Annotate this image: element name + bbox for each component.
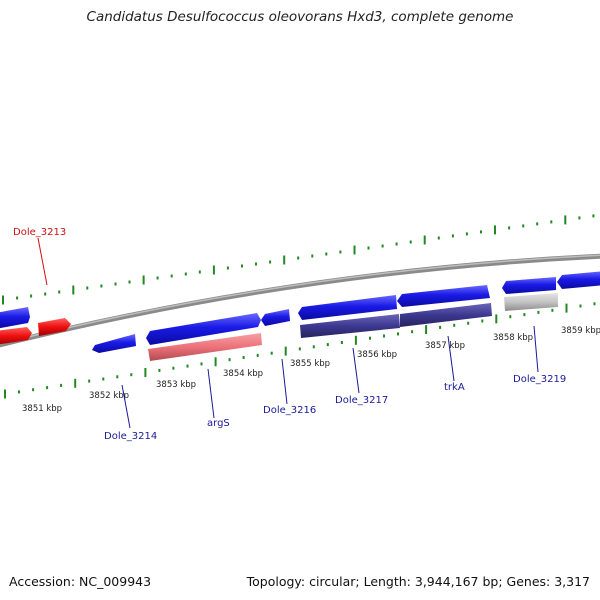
scale-label: 3858 kbp <box>493 333 533 343</box>
scale-label: 3851 kbp <box>22 404 62 414</box>
genome-summary-text: Topology: circular; Length: 3,944,167 bp… <box>246 574 590 589</box>
gene-arrow-blue-left[interactable] <box>92 334 136 353</box>
scale-labels: 3851 kbp 3852 kbp 3853 kbp 3854 kbp 3855 kbp… <box>22 326 600 414</box>
gene-label-dole-3213[interactable]: Dole_3213 <box>13 227 66 238</box>
forward-strand-genes <box>0 271 600 353</box>
gene-arrow-blue-3217[interactable] <box>298 295 397 320</box>
gene-label-dole-3217[interactable]: Dole_3217 <box>335 395 388 406</box>
gene-labels: Dole_3213 Dole_3214 argS Dole_3216 Dole_… <box>13 227 566 442</box>
gene-arrow-blue-right-edge[interactable] <box>557 271 600 289</box>
scale-label: 3859 kbp <box>561 326 600 336</box>
gene-arrow-left-edge[interactable] <box>0 307 30 329</box>
reverse-strand-genes <box>148 293 558 361</box>
genome-backbone-highlight <box>0 254 600 345</box>
gene-arrow-blue-short[interactable] <box>261 309 290 326</box>
leader-dole-3216 <box>281 358 288 405</box>
leader-args <box>207 368 215 419</box>
scale-label: 3854 kbp <box>223 369 263 379</box>
gene-label-trka[interactable]: trkA <box>444 382 465 393</box>
gene-arrow-blue-long[interactable] <box>146 313 261 345</box>
upper-scale-ticks <box>2 214 595 305</box>
gene-block-dole-3219[interactable] <box>504 293 558 311</box>
gene-label-dole-3214[interactable]: Dole_3214 <box>104 431 157 442</box>
gene-leader-lines <box>37 237 539 429</box>
leader-trka <box>447 335 455 382</box>
gene-arrow-blue-3219[interactable] <box>502 277 556 294</box>
gene-label-dole-3216[interactable]: Dole_3216 <box>263 405 316 416</box>
leader-dole-3214 <box>121 384 131 429</box>
scale-label: 3856 kbp <box>357 350 397 360</box>
scale-label: 3855 kbp <box>290 359 330 369</box>
scale-label: 3857 kbp <box>425 341 465 351</box>
gene-block-dole-3217[interactable] <box>300 314 400 338</box>
genome-backbone <box>0 253 600 348</box>
gene-arrow-blue-trka[interactable] <box>397 285 490 307</box>
gene-arrow-red-small[interactable] <box>38 318 71 336</box>
gene-arrow-dole-3213[interactable] <box>0 327 32 345</box>
leader-dole-3217 <box>352 347 360 394</box>
genome-title: Candidatus Desulfococcus oleovorans Hxd3… <box>86 9 514 25</box>
scale-label: 3852 kbp <box>89 391 129 401</box>
lower-scale-ticks <box>4 302 596 399</box>
gene-block-argS[interactable] <box>148 333 262 361</box>
leader-dole-3219 <box>533 325 539 373</box>
leader-dole-3213 <box>37 237 48 286</box>
accession-text: Accession: NC_009943 <box>9 574 152 589</box>
gene-label-dole-3219[interactable]: Dole_3219 <box>513 374 566 385</box>
scale-label: 3853 kbp <box>156 380 196 390</box>
gene-block-trka[interactable] <box>400 303 492 327</box>
gene-label-args[interactable]: argS <box>207 418 230 429</box>
